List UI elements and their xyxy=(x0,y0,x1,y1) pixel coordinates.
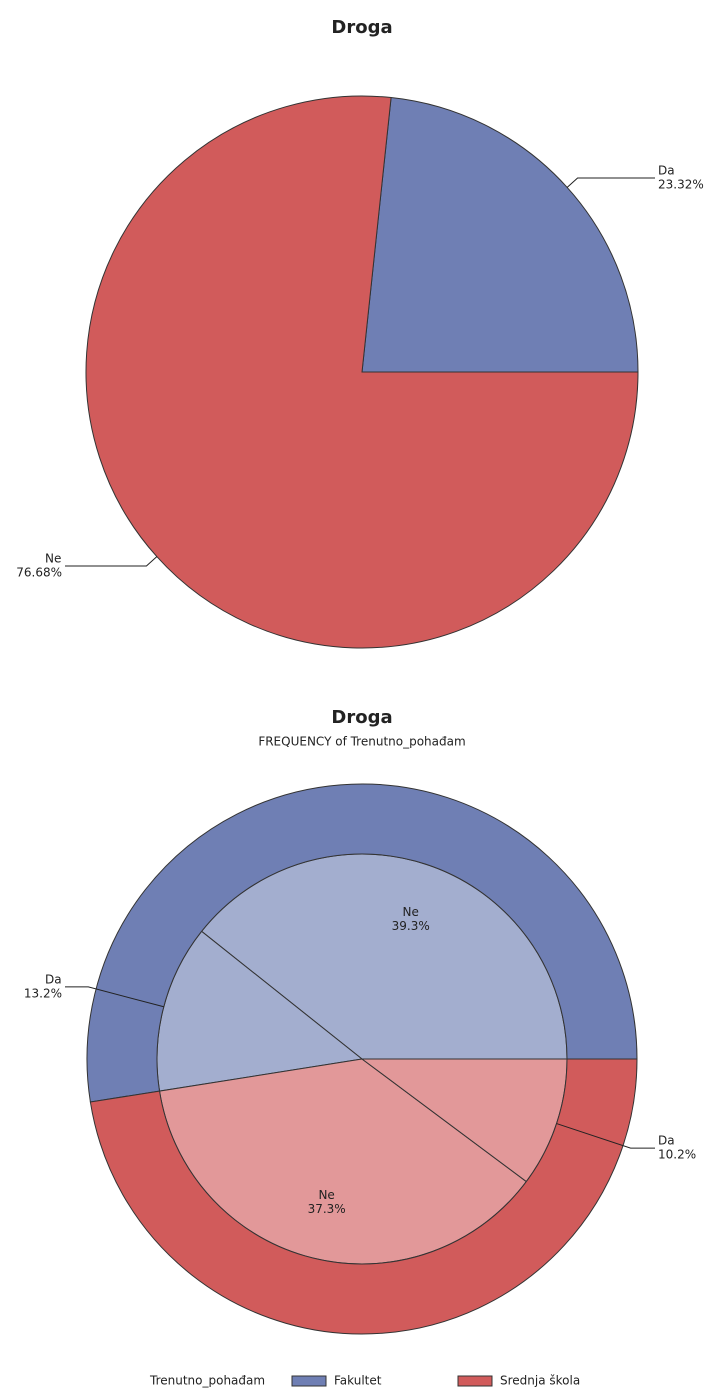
legend-label: Fakultet xyxy=(334,1374,382,1388)
slice-value-label: 76.68% xyxy=(16,565,62,579)
slice-label: Ne xyxy=(403,905,419,919)
legend-title: Trenutno_pohađam xyxy=(149,1374,265,1388)
slice-value-label: 23.32% xyxy=(658,178,704,192)
slice-label: Da xyxy=(658,1134,675,1148)
slice-label: Da xyxy=(658,164,675,178)
slice-value-label: 37.3% xyxy=(308,1202,346,1216)
leader-line xyxy=(566,177,655,188)
slice-value-label: 39.3% xyxy=(392,919,430,933)
chart-title: Droga xyxy=(331,17,392,38)
legend-swatch xyxy=(457,1375,493,1387)
pie-slice xyxy=(361,96,639,373)
chart-title: Droga xyxy=(331,707,392,728)
chart-subtitle: FREQUENCY of Trenutno_pohađam xyxy=(258,735,465,749)
slice-value-label: 10.2% xyxy=(658,1148,696,1162)
leader-line xyxy=(65,556,158,567)
legend-label: Srednja škola xyxy=(500,1374,580,1388)
outer-ring-segment xyxy=(86,783,638,1103)
outer-ring-segment xyxy=(89,1058,638,1335)
slice-value-label: 13.2% xyxy=(24,986,62,1000)
pie-slice xyxy=(85,95,639,649)
slice-label: Da xyxy=(45,972,62,986)
slice-label: Ne xyxy=(318,1188,334,1202)
leader-line xyxy=(65,986,164,1008)
leader-line xyxy=(556,1123,655,1149)
slice-label: Ne xyxy=(45,551,61,565)
legend-swatch xyxy=(291,1375,327,1387)
